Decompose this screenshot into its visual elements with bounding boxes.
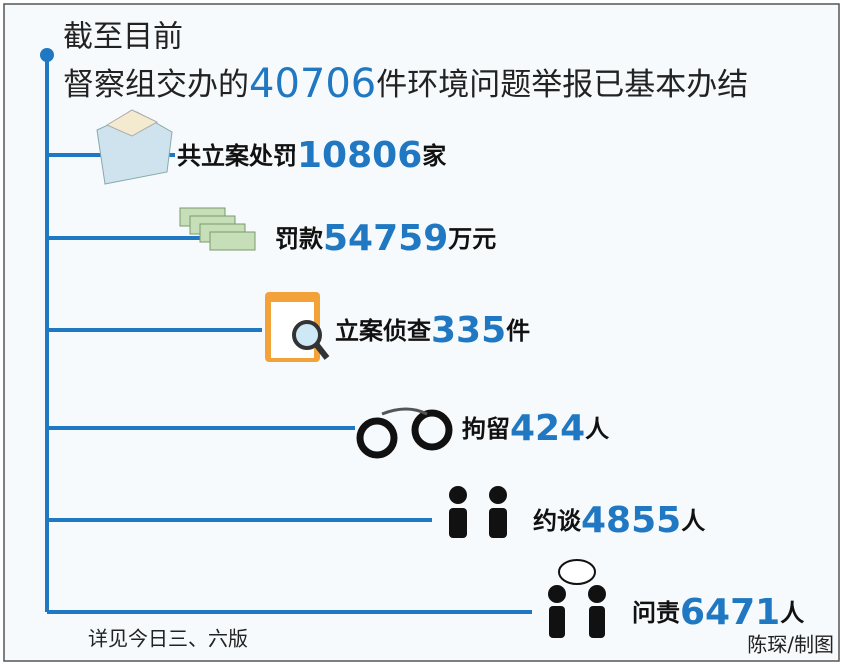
item-number: 335 (431, 310, 506, 351)
item-label: 立案侦查 (335, 317, 431, 345)
item-unit: 人 (681, 507, 705, 535)
header-line1: 截至目前 (63, 20, 183, 55)
item-unit: 人 (585, 415, 609, 443)
timeline-dot (40, 48, 54, 62)
person-head (548, 585, 566, 603)
item-unit: 万元 (448, 225, 496, 253)
item-number: 424 (510, 408, 585, 449)
item-label: 问责 (632, 599, 680, 627)
item-text: 立案侦查335件 (335, 310, 530, 351)
header-suffix: 件环境问题举报已基本办结 (376, 67, 748, 103)
item-text: 问责6471人 (632, 592, 804, 633)
footer-note: 详见今日三、六版 (88, 627, 248, 651)
item-unit: 人 (780, 599, 804, 627)
item-text: 罚款54759万元 (275, 218, 496, 259)
item-number: 6471 (680, 592, 780, 633)
item-text: 共立案处罚10806家 (177, 135, 446, 176)
header-number: 40706 (249, 61, 376, 107)
person-head (588, 585, 606, 603)
item-label: 拘留 (462, 415, 510, 443)
header-line2: 督察组交办的40706件环境问题举报已基本办结 (63, 61, 748, 107)
item-label: 罚款 (275, 225, 324, 253)
money-stack (210, 232, 255, 250)
header-prefix: 督察组交办的 (63, 67, 249, 103)
person-body (589, 606, 605, 638)
item-number: 54759 (323, 218, 448, 259)
footer-credit: 陈琛/制图 (747, 633, 834, 657)
item-number: 4855 (581, 500, 681, 541)
page: 截至目前 督察组交办的40706件环境问题举报已基本办结 共立案处罚10806家… (0, 0, 843, 665)
person-body (549, 606, 565, 638)
item-number: 10806 (297, 135, 422, 176)
item-label: 约谈 (533, 507, 582, 535)
person-body (489, 508, 507, 538)
item-unit: 家 (422, 142, 446, 170)
item-text: 约谈4855人 (533, 500, 705, 541)
person-body (449, 508, 467, 538)
speech-bubble (559, 560, 595, 584)
item-text: 拘留424人 (462, 408, 609, 449)
infographic: 截至目前 督察组交办的40706件环境问题举报已基本办结 共立案处罚10806家… (0, 0, 843, 665)
item-unit: 件 (506, 317, 530, 345)
person-head (449, 486, 467, 504)
person-head (489, 486, 507, 504)
item-label: 共立案处罚 (177, 142, 297, 170)
